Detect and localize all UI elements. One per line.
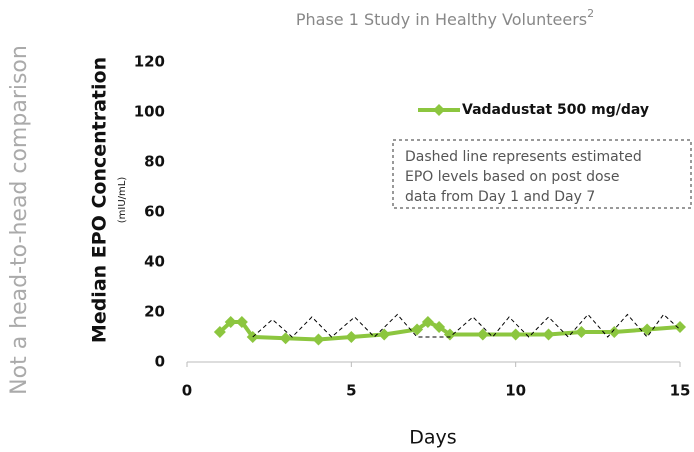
side-note: Not a head-to-head comparison: [7, 45, 32, 395]
marker: [476, 328, 489, 341]
y-tick-label: 80: [144, 153, 165, 171]
y-axis-label: Median EPO Concentration: [89, 57, 111, 343]
annotation-box: [392, 139, 692, 209]
x-tick-label: 15: [670, 382, 691, 400]
annotation-line: Dashed line represents estimated: [405, 149, 642, 165]
marker: [509, 328, 522, 341]
estimated-line: [252, 313, 681, 338]
marker: [608, 326, 621, 338]
x-tick-label: 5: [346, 382, 356, 400]
marker: [213, 326, 226, 338]
x-axis-label: Days: [409, 427, 456, 449]
marker: [279, 332, 292, 345]
legend-marker: [433, 104, 445, 116]
y-tick-label: 120: [134, 53, 165, 71]
marker: [378, 328, 391, 341]
title-note: 2: [587, 7, 594, 20]
y-axis-unit: (mIU/mL): [117, 177, 128, 224]
legend-label: Vadadustat 500 mg/day: [462, 102, 649, 118]
y-tick-label: 0: [155, 353, 165, 371]
marker: [542, 328, 555, 341]
marker: [345, 331, 358, 343]
y-tick-label: 60: [144, 203, 165, 221]
marker: [421, 316, 434, 328]
y-tick-label: 100: [134, 103, 165, 121]
marker: [575, 326, 588, 338]
marker: [674, 321, 686, 333]
annotation-line: data from Day 1 and Day 7: [405, 189, 595, 205]
chart-title: Phase 1 Study in Healthy Volunteers2: [296, 7, 594, 29]
x-tick-label: 0: [182, 382, 192, 400]
annotation: Dashed line represents estimated EPO leve…: [405, 149, 642, 205]
marker: [312, 333, 325, 346]
marker: [411, 323, 424, 336]
marker: [224, 316, 237, 328]
marker: [641, 323, 654, 336]
y-tick-label: 20: [144, 303, 165, 321]
x-tick-label: 10: [505, 382, 526, 400]
y-tick-label: 40: [144, 253, 165, 271]
title-text: Phase 1 Study in Healthy Volunteers: [296, 10, 587, 29]
marker: [235, 316, 248, 328]
marker: [433, 321, 446, 333]
annotation-line: EPO levels based on post dose: [405, 169, 619, 185]
